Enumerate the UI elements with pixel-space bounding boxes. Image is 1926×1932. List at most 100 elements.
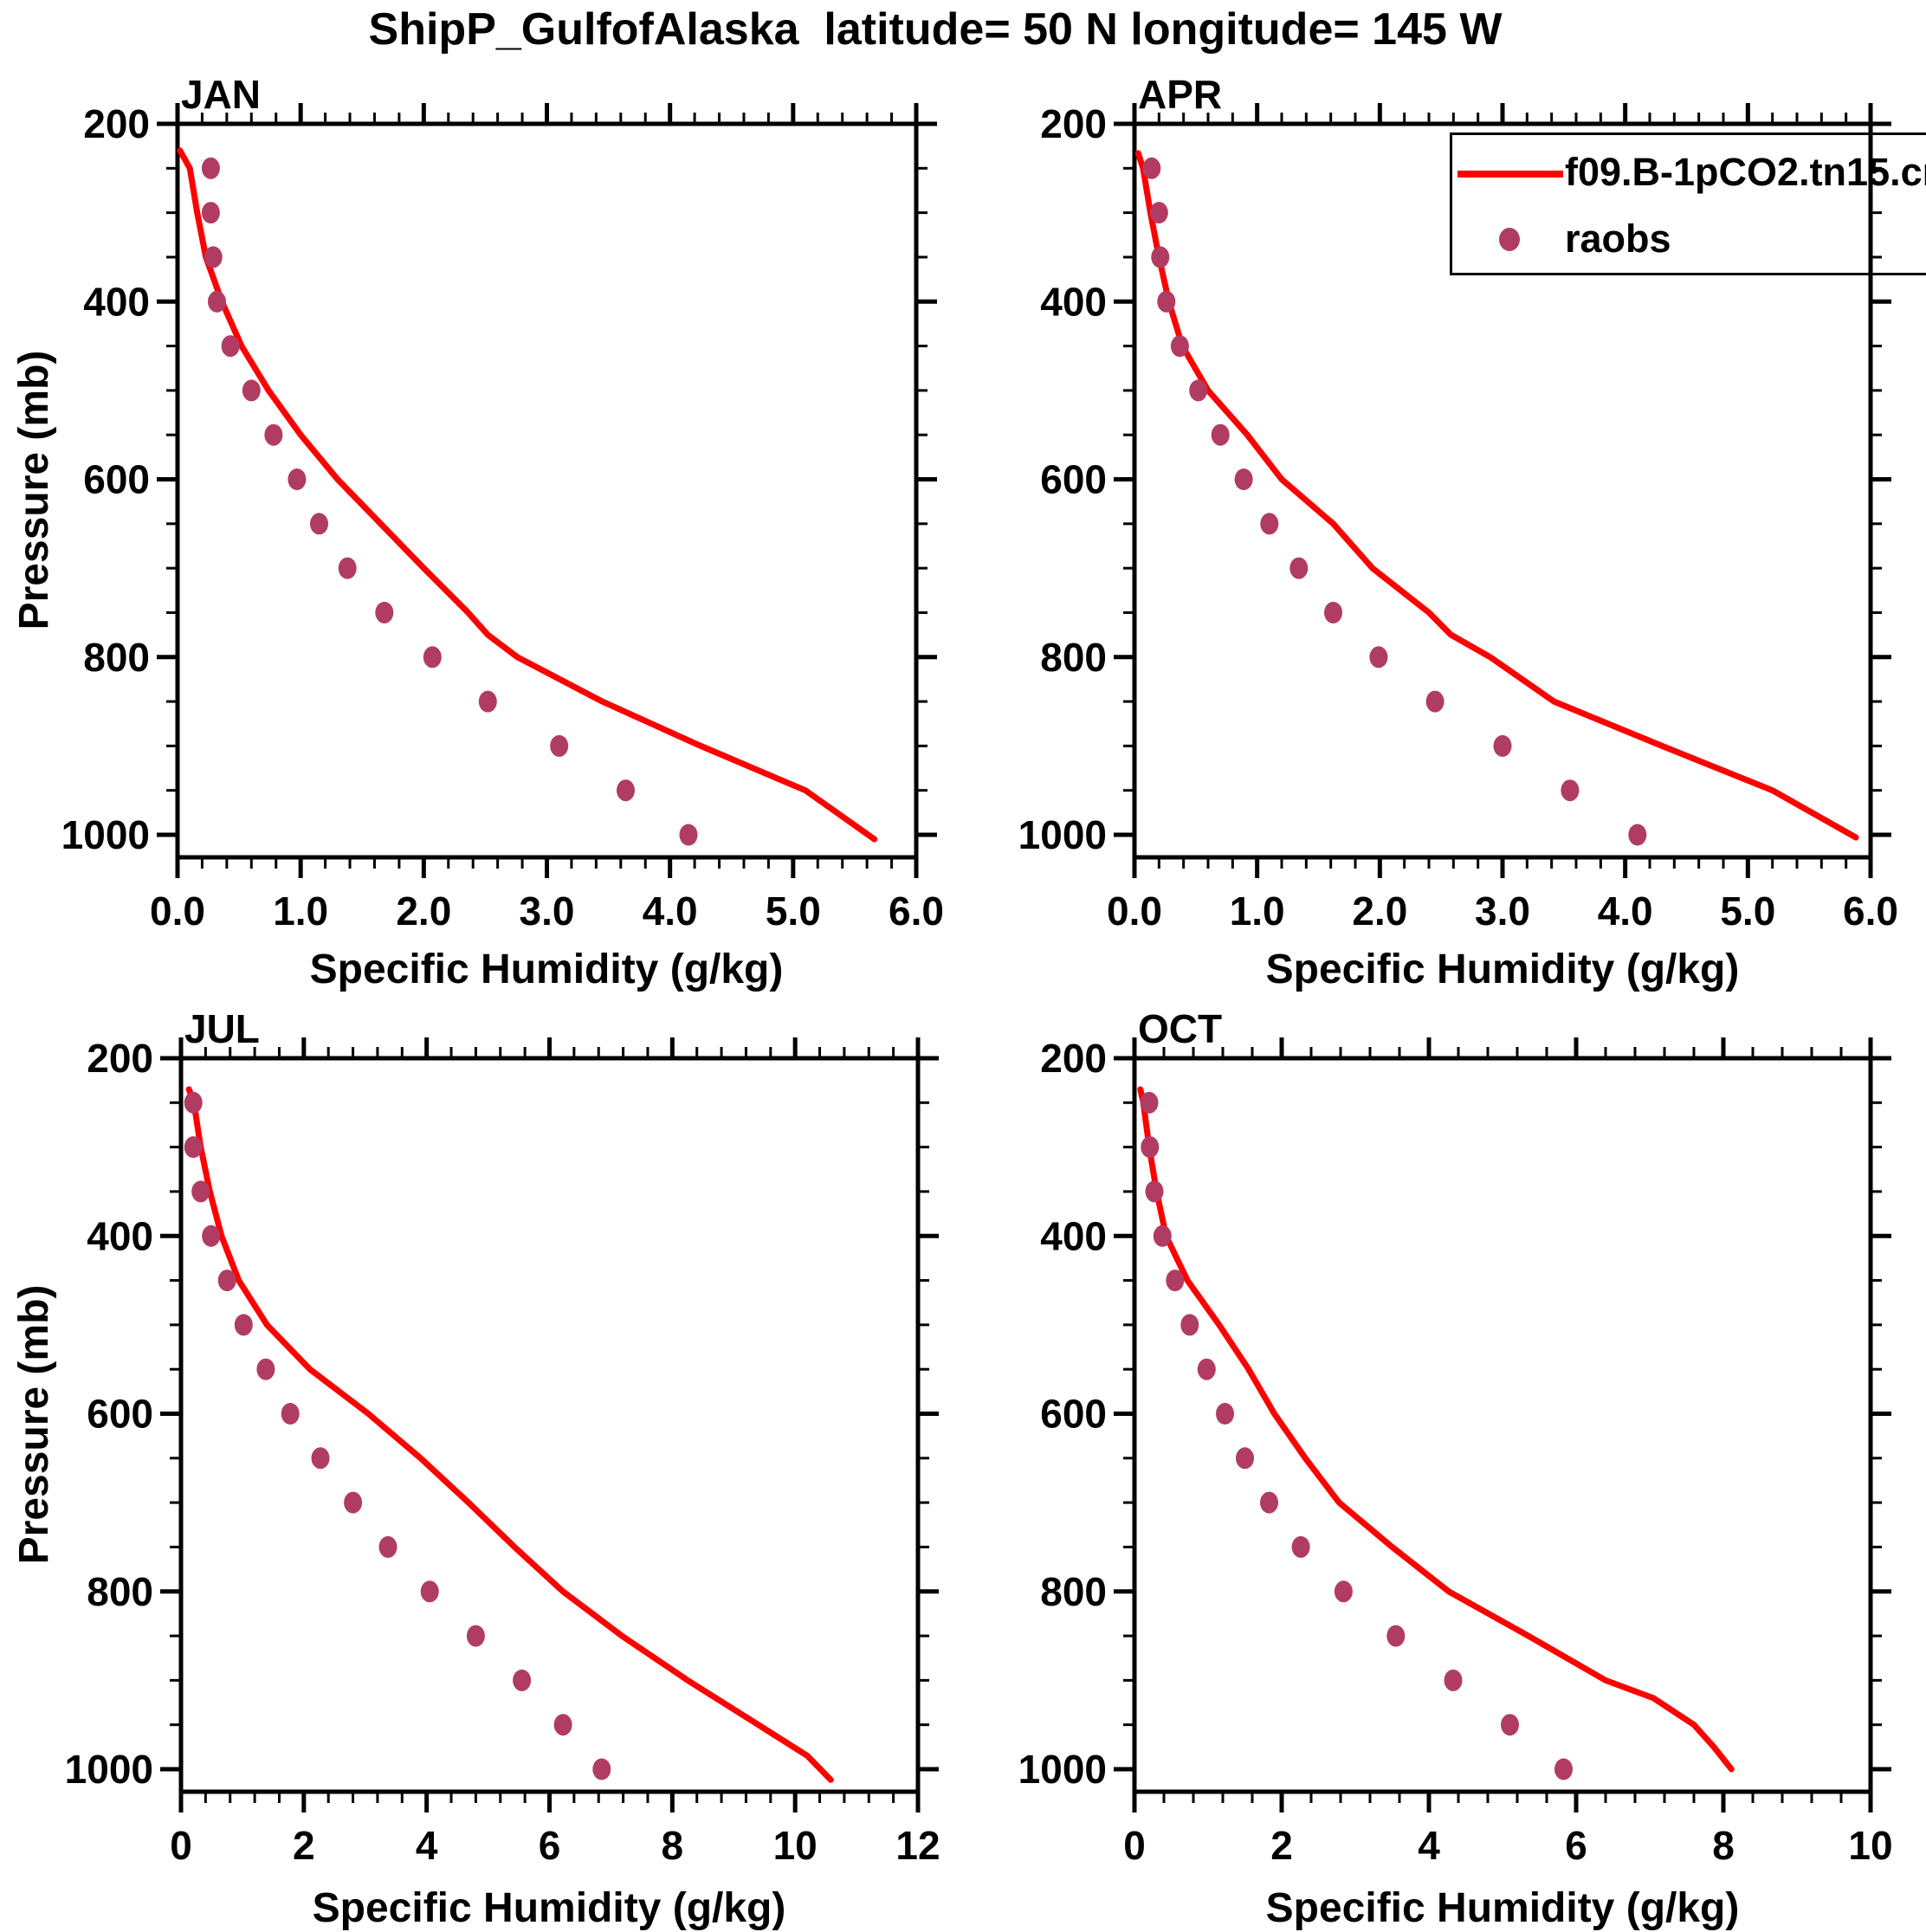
y-tick-label-jul: 400: [87, 1213, 153, 1258]
x-tick-label-oct: 6: [1565, 1823, 1587, 1868]
panel-title-apr: APR: [1138, 72, 1222, 117]
raobs-dot-apr: [1151, 246, 1170, 268]
raobs-dot-jan: [201, 157, 220, 179]
x-tick-label-apr: 3.0: [1475, 888, 1530, 934]
raobs-dot-jul: [217, 1270, 236, 1292]
raobs-dot-oct: [1554, 1758, 1573, 1780]
raobs-dot-apr: [1170, 335, 1189, 358]
x-tick-label-oct: 10: [1848, 1823, 1892, 1868]
x-tick-label-apr: 1.0: [1230, 888, 1285, 934]
raobs-dot-oct: [1197, 1358, 1216, 1380]
raobs-dot-jul: [202, 1224, 221, 1247]
x-tick-label-jul: 6: [539, 1823, 561, 1868]
raobs-dot-jan: [423, 646, 442, 669]
raobs-dot-jul: [592, 1758, 611, 1780]
raobs-dot-apr: [1425, 690, 1444, 713]
panel-title-oct: OCT: [1138, 1006, 1222, 1051]
raobs-dot-jan: [478, 690, 497, 713]
raobs-dot-jul: [184, 1091, 203, 1114]
raobs-dot-oct: [1141, 1136, 1160, 1159]
raobs-dot-jan: [679, 824, 698, 846]
plot-frame-oct: [1132, 1056, 1873, 1794]
x-tick-label-apr: 2.0: [1352, 888, 1407, 934]
y-tick-label-jul: 800: [87, 1569, 153, 1614]
raobs-dot-oct: [1386, 1625, 1406, 1647]
raobs-dot-apr: [1142, 157, 1161, 179]
y-tick-label-apr: 1000: [1018, 812, 1107, 857]
raobs-dot-jul: [466, 1625, 485, 1647]
y-tick-label-oct: 200: [1040, 1036, 1107, 1081]
y-axis-label-top-row: Pressure (mb): [11, 350, 57, 630]
y-tick-label-apr: 200: [1040, 101, 1107, 146]
plot-frame-jan: [175, 121, 919, 860]
raobs-dot-jan: [338, 557, 357, 579]
raobs-dot-jan: [208, 290, 226, 313]
raobs-dot-jan: [242, 379, 261, 402]
x-tick-label-apr: 0.0: [1107, 888, 1162, 934]
y-tick-label-jul: 1000: [65, 1747, 153, 1792]
raobs-dot-jan: [201, 202, 220, 224]
panel-jul: 0 2 4 6 8 10 12 200 400 600 800 1000 JUL: [65, 1006, 940, 1868]
raobs-dot-oct: [1145, 1180, 1164, 1203]
raobs-dot-oct: [1260, 1491, 1278, 1514]
raobs-dot-apr: [1211, 423, 1230, 446]
panel-jan: 0.0 1.0 2.0 3.0 4.0 5.0 6.0 200 400 600 800 1000 JAN: [61, 72, 944, 934]
x-axis-label-oct: Specific Humidity (g/kg): [1265, 1885, 1740, 1931]
raobs-dot-apr: [1189, 379, 1208, 402]
raobs-dot-jul: [344, 1491, 363, 1514]
y-tick-label-jan: 800: [83, 635, 150, 680]
raobs-dot-oct: [1166, 1270, 1185, 1292]
raobs-dot-oct: [1334, 1580, 1353, 1603]
raobs-dot-oct: [1444, 1669, 1463, 1691]
y-tick-label-jan: 600: [83, 457, 150, 502]
raobs-dot-jul: [513, 1669, 532, 1691]
y-tick-label-jan: 1000: [61, 812, 150, 857]
x-axis-label-apr: Specific Humidity (g/kg): [1265, 947, 1740, 992]
x-tick-label-jul: 10: [773, 1823, 818, 1868]
raobs-dot-apr: [1561, 779, 1580, 802]
raobs-dot-oct: [1140, 1091, 1159, 1114]
y-axis-label-bottom-row: Pressure (mb): [11, 1284, 57, 1565]
panel-oct: 0 2 4 6 8 10 200 400 600 800 1000 OCT: [1018, 1006, 1893, 1868]
x-axis-label-jan: Specific Humidity (g/kg): [309, 947, 784, 992]
raobs-dot-jan: [221, 335, 240, 358]
model-line-jan: [177, 147, 878, 843]
x-tick-label-jan: 2.0: [396, 888, 451, 934]
x-tick-label-jan: 5.0: [766, 888, 821, 934]
model-line-oct: [1137, 1086, 1735, 1773]
x-tick-label-jan: 3.0: [520, 888, 575, 934]
raobs-dot-jan: [375, 601, 394, 624]
x-tick-label-jul: 12: [895, 1823, 940, 1868]
x-tick-label-jul: 2: [293, 1823, 315, 1868]
legend-model-label: f09.B-1pCO2.tn15.cm: [1565, 150, 1926, 194]
x-tick-label-jan: 0.0: [150, 888, 205, 934]
plot-frame-jul: [178, 1056, 921, 1794]
legend-box: f09.B-1pCO2.tn15.cm raobs: [1450, 132, 1926, 275]
x-tick-label-oct: 2: [1270, 1823, 1293, 1868]
x-tick-label-jul: 8: [662, 1823, 684, 1868]
x-tick-label-jan: 4.0: [643, 888, 698, 934]
raobs-dot-oct: [1236, 1447, 1254, 1470]
x-axis-label-jul: Specific Humidity (g/kg): [312, 1885, 786, 1931]
raobs-dot-apr: [1324, 601, 1342, 624]
x-tick-label-oct: 0: [1123, 1823, 1146, 1868]
y-tick-label-oct: 600: [1040, 1392, 1107, 1437]
raobs-dot-oct: [1291, 1535, 1310, 1558]
raobs-dot-jul: [191, 1180, 210, 1203]
x-tick-label-apr: 5.0: [1720, 888, 1775, 934]
raobs-dot-apr: [1628, 824, 1647, 846]
y-tick-label-apr: 400: [1040, 279, 1107, 324]
legend-raobs-label: raobs: [1565, 216, 1671, 261]
x-tick-label-jul: 4: [416, 1823, 438, 1868]
panel-apr: 0.0 1.0 2.0 3.0 4.0 5.0 6.0 200 400 600 800 1000 APR: [1018, 72, 1898, 934]
raobs-dot-oct: [1180, 1314, 1199, 1336]
y-tick-label-oct: 1000: [1018, 1747, 1107, 1792]
raobs-dot-apr: [1260, 513, 1279, 535]
figure-title: ShipP_GulfofAlaska latitude= 50 N longit…: [368, 4, 1503, 55]
raobs-dot-apr: [1149, 202, 1168, 224]
raobs-dot-jan: [264, 423, 283, 446]
raobs-dot-jul: [378, 1535, 397, 1558]
raobs-dot-apr: [1289, 557, 1309, 579]
